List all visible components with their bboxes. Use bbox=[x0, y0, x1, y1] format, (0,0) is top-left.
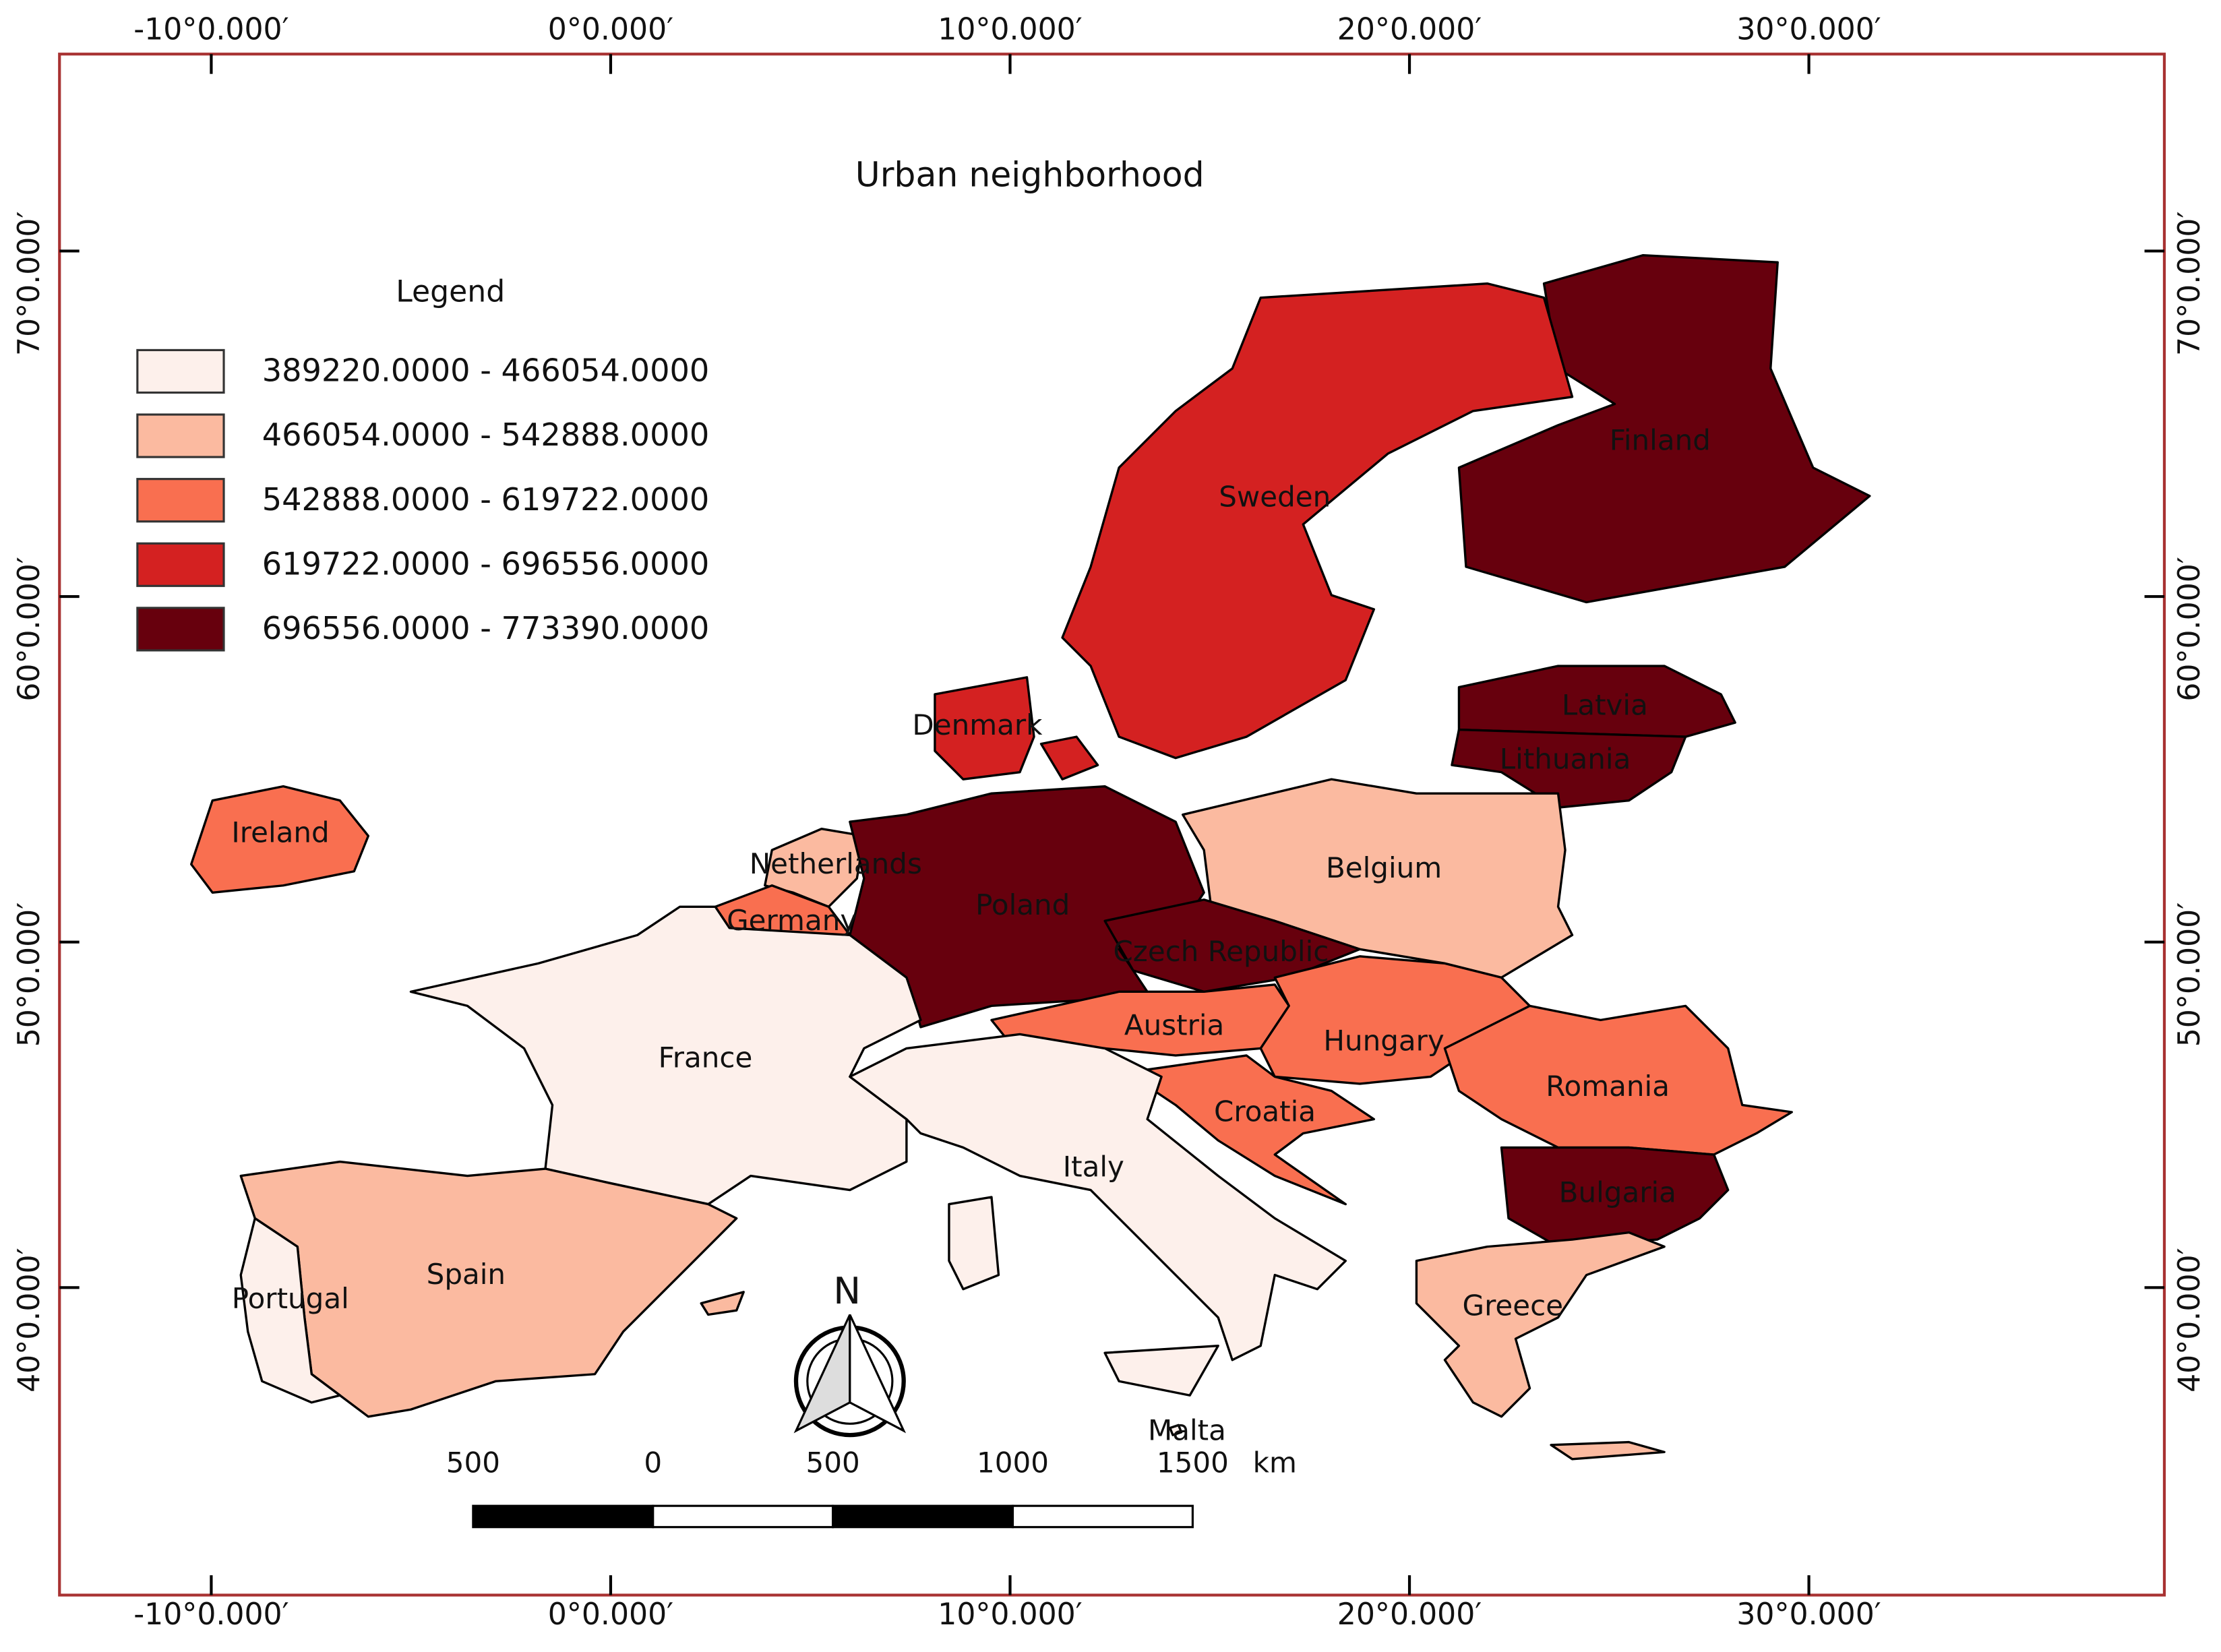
north-arrow-half bbox=[849, 1314, 907, 1434]
country bbox=[934, 676, 1035, 781]
x-tick-label: 30°0.000′ bbox=[1736, 13, 1881, 47]
country bbox=[239, 1217, 342, 1404]
country-label: Germany bbox=[727, 904, 857, 937]
scale-bar-segment bbox=[832, 1504, 1014, 1529]
legend-label: 619722.0000 - 696556.0000 bbox=[262, 545, 710, 582]
scale-bar-label: 500 bbox=[806, 1446, 860, 1479]
scale-bar-label: 500 bbox=[446, 1446, 500, 1479]
x-tick-label: 0°0.000′ bbox=[548, 1597, 673, 1632]
country bbox=[1061, 282, 1574, 760]
country-label: Greece bbox=[1463, 1289, 1564, 1322]
x-tick-label: 0°0.000′ bbox=[548, 13, 673, 47]
country bbox=[849, 1033, 1347, 1362]
country-label: Malta bbox=[1148, 1413, 1226, 1446]
country-label: Hungary bbox=[1323, 1024, 1444, 1058]
y-tick-label: 40°0.000′ bbox=[12, 1248, 47, 1392]
country bbox=[700, 1291, 745, 1316]
country-label: Austria bbox=[1124, 1008, 1224, 1041]
y-tick-label: 40°0.000′ bbox=[2172, 1248, 2207, 1392]
country-label: Bulgaria bbox=[1559, 1175, 1676, 1209]
legend-label: 542888.0000 - 619722.0000 bbox=[262, 481, 710, 518]
scale-bar-label: 0 bbox=[644, 1446, 662, 1479]
country bbox=[1500, 1146, 1730, 1248]
country bbox=[1103, 898, 1362, 993]
country bbox=[1550, 1440, 1666, 1461]
country-label: Ireland bbox=[231, 816, 329, 849]
legend-title: Legend bbox=[396, 274, 505, 309]
country-label: Latvia bbox=[1562, 688, 1648, 721]
scale-bar-segment bbox=[1011, 1504, 1194, 1529]
scale-bar-label: 1000 bbox=[977, 1446, 1049, 1479]
scale-bar-label: 1500 bbox=[1157, 1446, 1229, 1479]
legend-swatch bbox=[136, 348, 225, 394]
country bbox=[1039, 735, 1099, 781]
country-label: Czech Republic bbox=[1113, 935, 1329, 968]
country bbox=[1103, 1345, 1219, 1397]
y-tick-label: 70°0.000′ bbox=[2172, 212, 2207, 356]
country bbox=[1169, 1424, 1183, 1436]
scale-bar-segment bbox=[472, 1504, 655, 1529]
country-label: Portugal bbox=[232, 1282, 349, 1315]
country bbox=[1457, 253, 1871, 604]
north-label: N bbox=[833, 1269, 861, 1312]
country-label: Denmark bbox=[912, 708, 1043, 741]
country bbox=[190, 785, 370, 894]
country-label: Belgium bbox=[1326, 851, 1442, 884]
x-tick-label: 20°0.000′ bbox=[1337, 1597, 1482, 1632]
country bbox=[1415, 1231, 1666, 1418]
countries bbox=[190, 253, 1871, 1461]
country-label: Lithuania bbox=[1500, 742, 1631, 775]
country bbox=[948, 1196, 1000, 1291]
x-tick-label: -10°0.000′ bbox=[133, 13, 288, 47]
x-tick-label: 20°0.000′ bbox=[1337, 13, 1482, 47]
y-tick-label: 50°0.000′ bbox=[12, 903, 47, 1047]
country-label: Netherlands bbox=[750, 847, 922, 880]
x-tick-label: -10°0.000′ bbox=[133, 1597, 288, 1632]
country bbox=[1443, 1004, 1793, 1156]
legend-swatch bbox=[136, 542, 225, 587]
legend-swatch bbox=[136, 478, 225, 523]
country-label: Romania bbox=[1546, 1070, 1670, 1103]
y-tick-label: 70°0.000′ bbox=[12, 212, 47, 356]
y-tick-label: 50°0.000′ bbox=[2172, 903, 2207, 1047]
legend-swatch bbox=[136, 607, 225, 652]
x-tick-label: 30°0.000′ bbox=[1736, 1597, 1881, 1632]
country-label: Poland bbox=[975, 888, 1070, 921]
y-tick-label: 60°0.000′ bbox=[2172, 557, 2207, 701]
country-label: France bbox=[659, 1041, 753, 1074]
country-label: Finland bbox=[1610, 424, 1711, 457]
country-label: Croatia bbox=[1214, 1095, 1316, 1128]
scale-bar-unit: km bbox=[1253, 1446, 1297, 1479]
map-frame bbox=[58, 53, 2166, 1597]
x-tick-label: 10°0.000′ bbox=[938, 13, 1082, 47]
legend-swatch bbox=[136, 413, 225, 458]
y-tick-label: 60°0.000′ bbox=[12, 557, 47, 701]
north-arrow: N bbox=[793, 1269, 907, 1438]
legend-label: 389220.0000 - 466054.0000 bbox=[262, 353, 710, 389]
map-title: Urban neighborhood bbox=[855, 155, 1205, 195]
country-label: Sweden bbox=[1219, 481, 1331, 514]
country-label: Italy bbox=[1063, 1151, 1124, 1184]
country bbox=[1146, 1054, 1376, 1206]
legend-label: 696556.0000 - 773390.0000 bbox=[262, 610, 710, 646]
scale-bar-segment bbox=[652, 1504, 834, 1529]
x-tick-label: 10°0.000′ bbox=[938, 1597, 1082, 1632]
country-label: Spain bbox=[427, 1258, 506, 1291]
country bbox=[1451, 728, 1687, 809]
legend-label: 466054.0000 - 542888.0000 bbox=[262, 417, 710, 453]
